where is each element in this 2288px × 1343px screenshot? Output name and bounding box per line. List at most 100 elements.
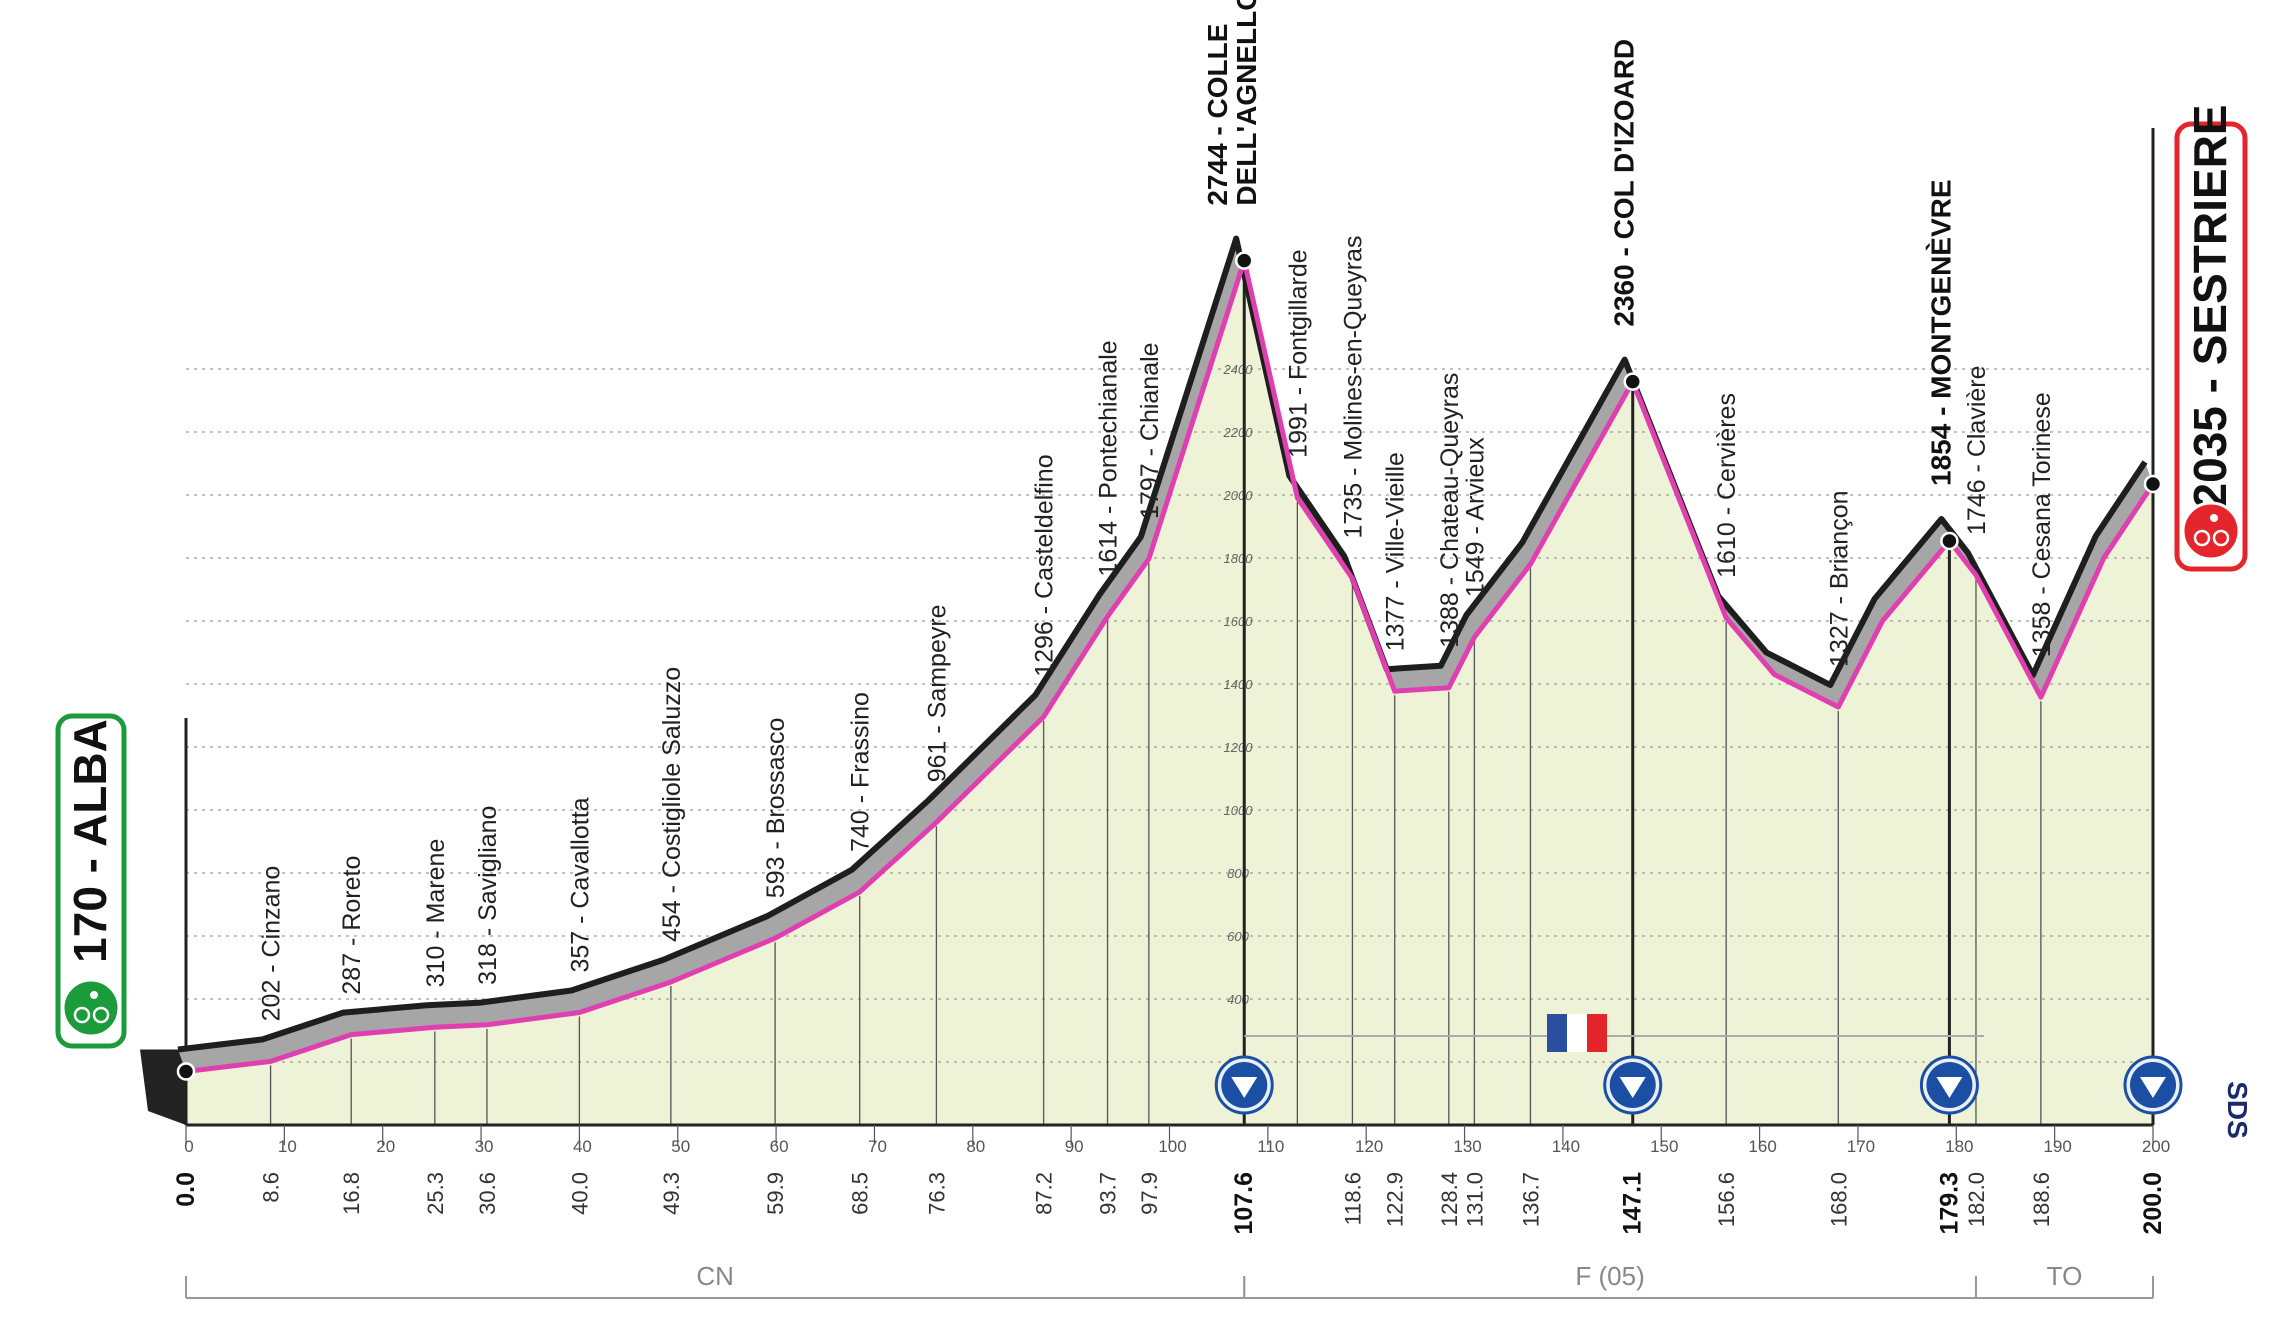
chevron-down-icon <box>2140 1077 2166 1098</box>
x-tick-label: 90 <box>1065 1137 1084 1156</box>
road-line <box>185 258 2156 1074</box>
km-label-climb: 147.1 <box>1619 1172 1647 1235</box>
region-label: CN <box>696 1261 734 1291</box>
finish-badge-frame <box>2174 121 2248 572</box>
summit-dot <box>2143 474 2163 494</box>
place-label: 1746 - Clavière <box>1963 365 1991 535</box>
start-badge-frame <box>55 713 127 1049</box>
x-tick-label: 190 <box>2043 1137 2071 1156</box>
finish-badge-wheel-icon <box>2193 529 2211 547</box>
road-layer <box>185 258 2156 1074</box>
start-badge-wheel-icon <box>73 1006 91 1024</box>
km-label: 16.8 <box>339 1172 364 1215</box>
x-tick-label: 180 <box>1945 1137 1973 1156</box>
vertical-lines-layer <box>184 128 2155 1125</box>
x-tick-label: 160 <box>1748 1137 1776 1156</box>
profile-fill-layer <box>186 260 2153 1126</box>
profile-area <box>186 260 2153 1126</box>
km-label: 156.6 <box>1714 1172 1739 1227</box>
km-label: 30.6 <box>475 1172 500 1215</box>
y-tick-label: 2000 <box>1223 488 1254 503</box>
place-label: 1327 - Briançon <box>1825 490 1853 667</box>
finish-badge-rider-icon <box>2210 514 2218 522</box>
france-layer <box>1244 1014 1984 1052</box>
flag-red <box>1587 1014 1607 1052</box>
place-label: 1991 - Fontgillarde <box>1284 249 1312 457</box>
markers-layer <box>176 251 2183 1115</box>
x-tick-label: 100 <box>1158 1137 1186 1156</box>
x-tick-label: 0 <box>184 1137 193 1156</box>
km-label: 168.0 <box>1826 1172 1851 1227</box>
x-tick-label: 70 <box>868 1137 887 1156</box>
km-label: 131.0 <box>1462 1172 1487 1227</box>
place-label: 1735 - Molines-en-Queyras <box>1339 236 1367 539</box>
chevron-down-icon <box>1619 1077 1646 1098</box>
climb-label: 2744 - COLLE <box>1202 24 1233 206</box>
km-label-climb: 107.6 <box>1230 1172 1258 1235</box>
y-tick-label: 2200 <box>1223 425 1254 440</box>
place-labels-layer: 202 - Cinzano 287 - Roreto 310 - Marene 318… <box>258 0 2056 1021</box>
start-badge-rider-icon <box>90 991 98 999</box>
y-tick-label: 600 <box>1227 929 1249 944</box>
x-tick-label: 130 <box>1453 1137 1481 1156</box>
finish-badge-label: 2035 - SESTRIERE <box>2184 105 2236 509</box>
km-label: 97.9 <box>1137 1172 1162 1215</box>
place-label: 1296 - Casteldelfino <box>1031 454 1059 676</box>
x-tick-label: 50 <box>671 1137 690 1156</box>
y-tick-label: 1200 <box>1224 740 1254 755</box>
chevron-down-icon <box>1936 1077 1963 1098</box>
summit-dot <box>1940 531 1959 551</box>
start-badge-bike-icon <box>61 978 121 1038</box>
y-tick-label: 400 <box>1227 992 1249 1007</box>
summit-dot <box>176 1062 196 1081</box>
y-tick-label: 1400 <box>1224 677 1254 692</box>
climb-label: 2360 - COL D'IZOARD <box>1609 39 1640 327</box>
km-label: 93.7 <box>1096 1172 1121 1215</box>
place-label: 318 - Savigliano <box>474 806 502 985</box>
x-tick-label: 140 <box>1552 1137 1580 1156</box>
y-tick-label: 1800 <box>1224 551 1254 566</box>
km-label: 25.3 <box>423 1172 448 1215</box>
x-tick-label: 110 <box>1257 1137 1284 1156</box>
y-tick-label: 800 <box>1227 866 1249 881</box>
summit-dot <box>1234 251 1254 270</box>
start-badge-wheel-icon <box>92 1006 110 1024</box>
place-label: 287 - Roreto <box>338 856 366 995</box>
climb-label: 1854 - MONTGENÈVRE <box>1925 179 1956 486</box>
place-label: 454 - Costigliole Saluzzo <box>658 667 686 942</box>
place-label: 310 - Marene <box>422 839 450 988</box>
km-labels-layer: 0.0 8.6 16.8 25.3 30.6 40.0 49.3 59.9 68.5 76.3 87… <box>172 1172 2167 1235</box>
place-label: 1797 - Chianale <box>1136 342 1164 519</box>
km-label: 188.6 <box>2029 1172 2054 1227</box>
place-label: 1610 - Cervières <box>1713 393 1741 578</box>
km-label: 118.6 <box>1340 1172 1365 1225</box>
km-label: 76.3 <box>924 1172 949 1215</box>
x-tick-label: 150 <box>1650 1137 1678 1156</box>
x-tick-label: 80 <box>966 1137 985 1156</box>
place-label: 1388 - Chateau-Queyras <box>1436 373 1464 648</box>
y-tick-label: 1000 <box>1224 803 1254 818</box>
place-label: 1549 - Arvieux <box>1461 437 1489 597</box>
x-tick-label: 60 <box>770 1137 789 1156</box>
badges-layer: 170 - ALBA 2035 - SESTRIERE <box>55 105 2248 1049</box>
ridge-line <box>177 235 2148 1053</box>
x-tick-label: 120 <box>1355 1137 1383 1156</box>
y-tick-label: 1600 <box>1224 614 1254 629</box>
place-label: 740 - Frassino <box>847 692 875 852</box>
start-side-wall <box>140 1049 186 1125</box>
x-tick-label: 170 <box>1847 1137 1875 1156</box>
km-label: 122.9 <box>1383 1172 1408 1227</box>
finish-badge-wheel-icon <box>2212 529 2230 547</box>
y-tick-label: 2400 <box>1223 362 1254 377</box>
km-label: 68.5 <box>848 1172 873 1215</box>
finish-badge-bike-icon <box>2181 501 2241 561</box>
place-label: 202 - Cinzano <box>258 866 286 1022</box>
place-label: 357 - Cavallotta <box>566 797 594 972</box>
x-tick-label: 200 <box>2142 1137 2170 1156</box>
km-label: 59.9 <box>763 1172 788 1215</box>
km-label-start: 0.0 <box>172 1172 200 1207</box>
x-ticks-layer: 0 10 20 30 40 50 60 70 80 90 100 110 120 130 140 150 160… <box>184 1123 2170 1156</box>
km-label-climb: 179.3 <box>1935 1172 1963 1235</box>
x-tick-label: 20 <box>376 1137 395 1156</box>
